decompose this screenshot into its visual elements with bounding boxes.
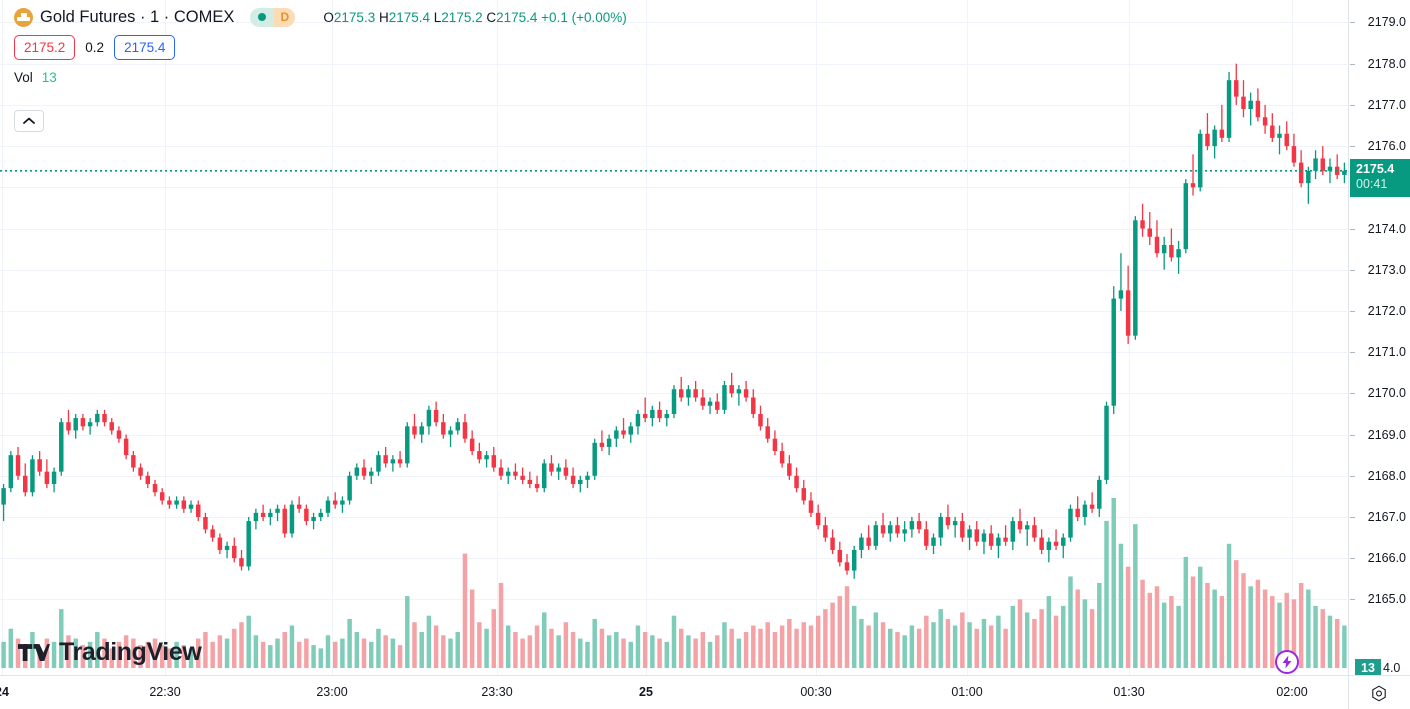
watermark-text: TradingView — [59, 638, 202, 666]
symbol-title[interactable]: Gold Futures · 1 · COMEX — [40, 7, 235, 26]
bid-price-button[interactable]: 2175.2 — [14, 35, 76, 60]
time-tick-label: 24 — [0, 685, 9, 699]
bar-countdown: 00:41 — [1356, 176, 1388, 191]
price-tick-dash — [1350, 22, 1355, 23]
legend-title-row[interactable]: Gold Futures · 1 · COMEX D O2175.3 H2175… — [14, 5, 627, 29]
price-tick-dash — [1350, 270, 1355, 271]
price-tick-label: 2174.0 — [1367, 221, 1406, 236]
ohlc-o-label: O — [323, 9, 334, 25]
price-axis[interactable]: 2179.0 2178.0 2177.0 2176.0 2174.0 2173.0 2172… — [1348, 0, 1410, 677]
time-tick-label: 01:00 — [951, 685, 983, 699]
price-tick-label: 2165.0 — [1367, 592, 1406, 607]
price-tick-dash — [1350, 352, 1355, 353]
time-tick-label: 22:30 — [149, 685, 181, 699]
ohlc-l-label: L — [433, 9, 442, 25]
ohlc-o-value: 2175.3 — [333, 9, 376, 25]
price-tick-label: 2170.0 — [1367, 386, 1406, 401]
lightning-bolt-icon[interactable] — [1275, 650, 1299, 674]
time-tick-label: 25 — [639, 685, 653, 699]
time-tick-label: 23:00 — [316, 685, 348, 699]
price-tick-label: 2178.0 — [1367, 56, 1406, 71]
price-tick-label: 2167.0 — [1367, 509, 1406, 524]
price-tick-dash — [1350, 435, 1355, 436]
axis-divider — [1348, 676, 1349, 709]
ohlc-change: +0.1 — [541, 9, 568, 25]
price-tick-dash — [1350, 311, 1355, 312]
gear-icon[interactable] — [1369, 684, 1389, 704]
gold-bars-icon — [14, 7, 33, 27]
tradingview-watermark: TradingView — [18, 638, 202, 667]
price-tick-dash — [1350, 476, 1355, 477]
session-letter: D — [274, 7, 296, 27]
price-tick-dash — [1350, 558, 1355, 559]
current-price-badge[interactable]: 2175.4 00:41 — [1350, 158, 1410, 197]
time-tick-label: 00:30 — [800, 685, 832, 699]
collapse-legend-button[interactable] — [14, 110, 44, 132]
price-tick-dash — [1350, 599, 1355, 600]
session-open-dot-wrap — [250, 7, 275, 27]
price-tick-label: 2169.0 — [1367, 427, 1406, 442]
ask-price-button[interactable]: 2175.4 — [114, 35, 176, 60]
ohlc-values: O2175.3 H2175.4 L2175.2 C2175.4 +0.1 (+0… — [323, 10, 626, 25]
price-tick-label: 2166.0 — [1367, 551, 1406, 566]
spread-value: 0.2 — [85, 40, 105, 55]
ohlc-c-value: 2175.4 — [496, 9, 538, 25]
price-tick-dash — [1350, 105, 1355, 106]
price-tick-dash — [1350, 146, 1355, 147]
ohlc-l-value: 2175.2 — [441, 9, 483, 25]
chart-legend: Gold Futures · 1 · COMEX D O2175.3 H2175… — [14, 5, 627, 87]
ohlc-change-pct: (+0.00%) — [571, 9, 627, 25]
time-tick-label: 23:30 — [481, 685, 513, 699]
price-tick-label: 2176.0 — [1367, 139, 1406, 154]
price-tick-dash — [1350, 393, 1355, 394]
session-badge[interactable]: D — [250, 7, 296, 27]
candlestick-series — [0, 63, 1348, 668]
chevron-up-icon — [23, 117, 35, 124]
price-tick-dash — [1350, 229, 1355, 230]
volume-study-label: Vol — [14, 69, 33, 85]
tradingview-logo-icon — [18, 643, 50, 661]
volume-axis-label: 4.0 — [1383, 661, 1401, 675]
session-open-dot — [258, 13, 267, 21]
chart-plot-area[interactable] — [0, 0, 1348, 675]
price-tick-label: 2179.0 — [1367, 15, 1406, 30]
bolt-glyph — [1282, 655, 1292, 669]
ohlc-h-label: H — [378, 9, 389, 25]
current-price-value: 2175.4 — [1356, 161, 1395, 176]
ohlc-h-value: 2175.4 — [388, 9, 431, 25]
time-tick-label: 01:30 — [1113, 685, 1145, 699]
chart-gridlines — [0, 0, 1348, 675]
volume-value-badge: 13 — [1355, 659, 1381, 677]
price-tick-dash — [1350, 517, 1355, 518]
ohlc-c-label: C — [486, 9, 497, 25]
price-tick-dash — [1350, 64, 1355, 65]
price-tick-label: 2172.0 — [1367, 303, 1406, 318]
volume-study-legend[interactable]: Vol 13 — [14, 67, 627, 87]
volume-study-value: 13 — [41, 69, 57, 85]
price-tick-label: 2173.0 — [1367, 262, 1406, 277]
price-tick-label: 2171.0 — [1367, 345, 1406, 360]
time-axis[interactable]: 24 22:30 23:00 23:30 25 00:30 01:00 01:30 02:00 — [0, 675, 1410, 709]
price-tick-label: 2168.0 — [1367, 468, 1406, 483]
time-tick-label: 02:00 — [1276, 685, 1308, 699]
price-tick-label: 2177.0 — [1367, 97, 1406, 112]
quote-row: 2175.2 0.2 2175.4 — [14, 35, 627, 60]
